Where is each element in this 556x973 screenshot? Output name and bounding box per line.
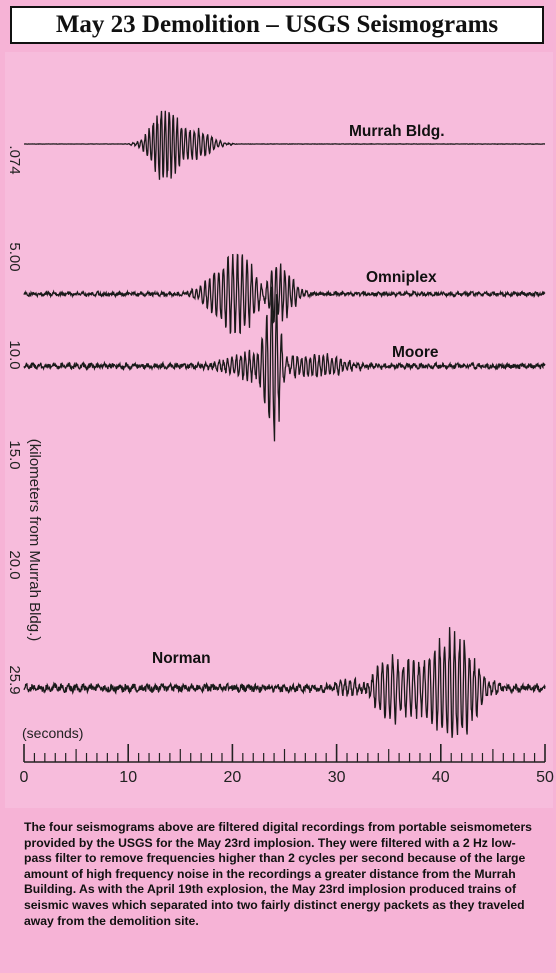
y-axis-label: (kilometers from Murrah Bldg.) [26, 439, 43, 642]
seismogram-trace-norman [23, 627, 546, 738]
seismogram-trace-omniplex [23, 253, 546, 335]
seismogram-trace-moore [23, 286, 546, 442]
y-tick-label-5: 25.9 [6, 665, 23, 694]
y-tick-label-1: 5.00 [6, 242, 23, 271]
chart-title: May 23 Demolition – USGS Seismograms [10, 6, 544, 44]
seismogram-chart: .074 5.00 10.0 15.0 20.0 25.9 (kilometer… [6, 110, 554, 786]
seismogram-trace-murrah-bldg [24, 110, 545, 180]
x-tick-label: 0 [20, 769, 29, 786]
y-tick-label-4: 20.0 [6, 550, 23, 579]
series-label-omniplex: Omniplex [366, 269, 437, 286]
x-tick-label: 50 [536, 769, 554, 786]
y-tick-label-3: 15.0 [6, 440, 23, 469]
y-tick-label-2: 10.0 [6, 340, 23, 369]
series-label-norman: Norman [152, 650, 211, 667]
x-tick-label: 20 [224, 769, 242, 786]
x-tick-label: 40 [432, 769, 450, 786]
x-tick-label: 10 [119, 769, 137, 786]
chart-panel [5, 52, 553, 808]
series-label-murrah: Murrah Bldg. [349, 123, 445, 140]
x-tick-label: 30 [328, 769, 346, 786]
x-axis-label: (seconds) [22, 725, 83, 741]
y-tick-label-0: .074 [6, 145, 23, 174]
series-label-moore: Moore [392, 344, 439, 361]
figure-caption: The four seismograms above are filtered … [24, 820, 532, 928]
